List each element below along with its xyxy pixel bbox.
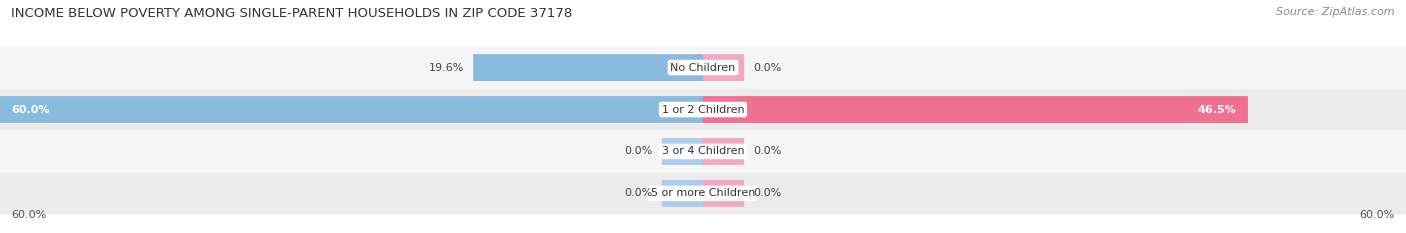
FancyBboxPatch shape [0,96,703,123]
FancyBboxPatch shape [662,138,703,165]
Text: 0.0%: 0.0% [754,63,782,72]
FancyBboxPatch shape [703,54,744,81]
Text: 0.0%: 0.0% [754,188,782,198]
Text: INCOME BELOW POVERTY AMONG SINGLE-PARENT HOUSEHOLDS IN ZIP CODE 37178: INCOME BELOW POVERTY AMONG SINGLE-PARENT… [11,7,572,20]
FancyBboxPatch shape [703,180,744,207]
Text: 0.0%: 0.0% [624,147,652,156]
FancyBboxPatch shape [0,47,1406,89]
Text: 3 or 4 Children: 3 or 4 Children [662,147,744,156]
FancyBboxPatch shape [0,172,1406,214]
Text: 46.5%: 46.5% [1198,105,1236,114]
Text: 19.6%: 19.6% [429,63,464,72]
Text: 60.0%: 60.0% [11,105,51,114]
Text: 0.0%: 0.0% [624,188,652,198]
FancyBboxPatch shape [474,54,703,81]
FancyBboxPatch shape [703,138,744,165]
Text: No Children: No Children [671,63,735,72]
FancyBboxPatch shape [0,130,1406,172]
FancyBboxPatch shape [0,89,1406,130]
Text: 5 or more Children: 5 or more Children [651,188,755,198]
FancyBboxPatch shape [703,96,1249,123]
Text: Source: ZipAtlas.com: Source: ZipAtlas.com [1277,7,1395,17]
Text: 0.0%: 0.0% [754,147,782,156]
Text: 60.0%: 60.0% [1360,210,1395,220]
Text: 60.0%: 60.0% [11,210,46,220]
FancyBboxPatch shape [662,180,703,207]
Text: 1 or 2 Children: 1 or 2 Children [662,105,744,114]
